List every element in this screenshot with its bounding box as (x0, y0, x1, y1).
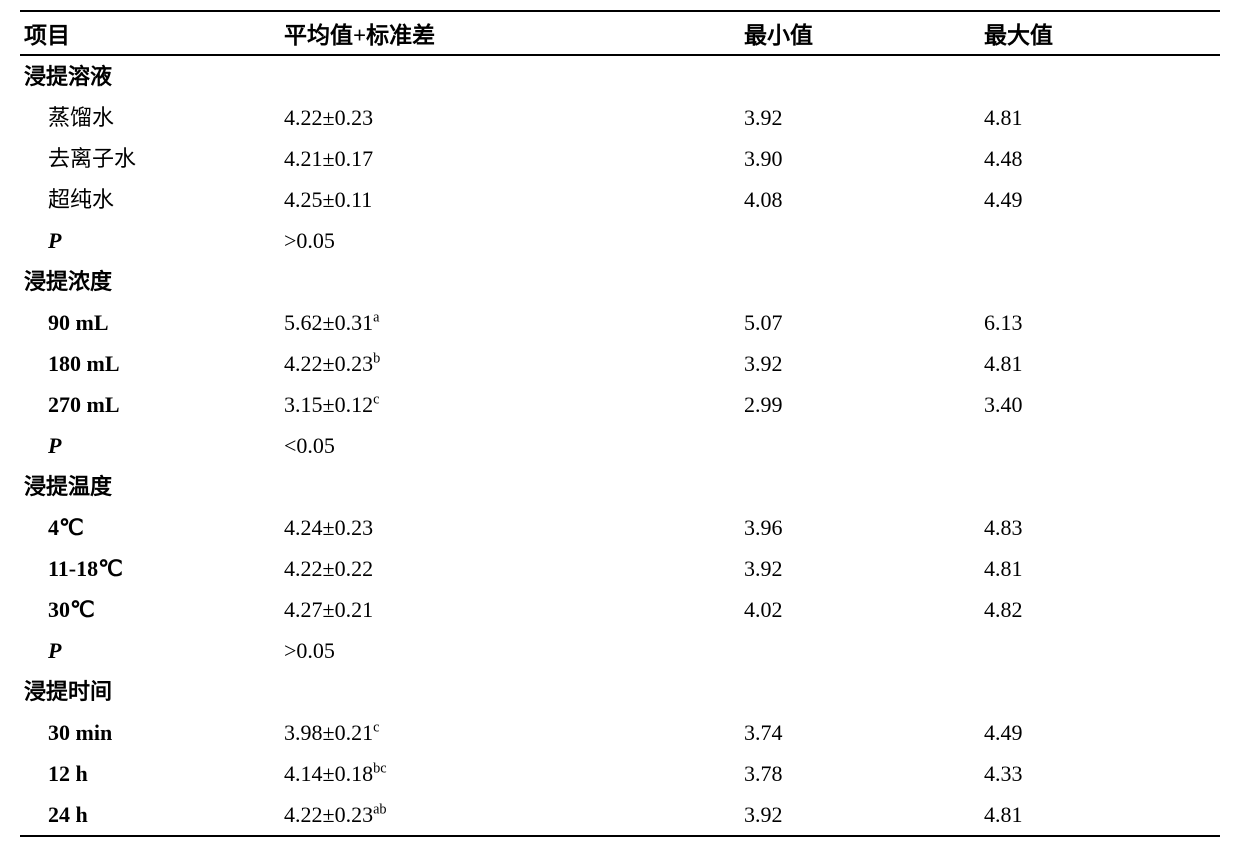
cell-max: 4.33 (980, 753, 1220, 794)
superscript: b (373, 351, 380, 367)
cell-min: 3.74 (740, 712, 980, 753)
table-row: 超纯水4.25±0.114.084.49 (20, 179, 1220, 220)
cell-min: 3.90 (740, 138, 980, 179)
section-title: 浸提时间 (20, 671, 280, 712)
section-title: 浸提温度 (20, 466, 280, 507)
table-row: 270 mL3.15±0.12c2.993.40 (20, 384, 1220, 425)
cell-mean-sd: 4.22±0.22 (280, 548, 740, 589)
superscript: ab (373, 802, 387, 818)
p-value: <0.05 (280, 425, 740, 466)
table-row: 90 mL5.62±0.31a5.076.13 (20, 302, 1220, 343)
table-row: 蒸馏水4.22±0.233.924.81 (20, 97, 1220, 138)
p-label: P (20, 630, 280, 671)
cell-mean-sd: 4.24±0.23 (280, 507, 740, 548)
data-table: 项目 平均值+标准差 最小值 最大值 浸提溶液蒸馏水4.22±0.233.924… (20, 10, 1220, 837)
cell-mean-sd: 3.15±0.12c (280, 384, 740, 425)
table-row: 去离子水4.21±0.173.904.48 (20, 138, 1220, 179)
p-label: P (20, 220, 280, 261)
p-label: P (20, 425, 280, 466)
cell-max: 4.81 (980, 97, 1220, 138)
cell-max: 4.81 (980, 343, 1220, 384)
row-label: 30℃ (20, 589, 280, 630)
table-row: 4℃4.24±0.233.964.83 (20, 507, 1220, 548)
header-item: 项目 (20, 11, 280, 55)
cell-min: 2.99 (740, 384, 980, 425)
row-label: 蒸馏水 (20, 97, 280, 138)
cell-min: 3.92 (740, 97, 980, 138)
header-min: 最小值 (740, 11, 980, 55)
cell-min: 4.08 (740, 179, 980, 220)
section-row: 浸提温度 (20, 466, 1220, 507)
cell-mean-sd: 5.62±0.31a (280, 302, 740, 343)
p-row: P>0.05 (20, 220, 1220, 261)
cell-max: 4.49 (980, 179, 1220, 220)
section-title: 浸提浓度 (20, 261, 280, 302)
section-row: 浸提浓度 (20, 261, 1220, 302)
header-row: 项目 平均值+标准差 最小值 最大值 (20, 11, 1220, 55)
table-body: 浸提溶液蒸馏水4.22±0.233.924.81去离子水4.21±0.173.9… (20, 55, 1220, 836)
cell-max: 6.13 (980, 302, 1220, 343)
table-row: 180 mL4.22±0.23b3.924.81 (20, 343, 1220, 384)
cell-max: 4.49 (980, 712, 1220, 753)
row-label: 11-18℃ (20, 548, 280, 589)
row-label: 4℃ (20, 507, 280, 548)
cell-max: 4.48 (980, 138, 1220, 179)
superscript: bc (373, 761, 387, 777)
section-title: 浸提溶液 (20, 55, 280, 97)
superscript: a (373, 310, 379, 326)
cell-min: 3.92 (740, 343, 980, 384)
cell-mean-sd: 3.98±0.21c (280, 712, 740, 753)
cell-min: 5.07 (740, 302, 980, 343)
row-label: 24 h (20, 794, 280, 836)
table-row: 12 h4.14±0.18bc3.784.33 (20, 753, 1220, 794)
cell-min: 3.92 (740, 548, 980, 589)
cell-min: 3.92 (740, 794, 980, 836)
row-label: 超纯水 (20, 179, 280, 220)
row-label: 270 mL (20, 384, 280, 425)
cell-min: 3.96 (740, 507, 980, 548)
cell-min: 4.02 (740, 589, 980, 630)
cell-mean-sd: 4.22±0.23 (280, 97, 740, 138)
table-row: 30℃4.27±0.214.024.82 (20, 589, 1220, 630)
table-row: 30 min3.98±0.21c3.744.49 (20, 712, 1220, 753)
superscript: c (373, 392, 379, 408)
p-value: >0.05 (280, 220, 740, 261)
section-row: 浸提溶液 (20, 55, 1220, 97)
row-label: 12 h (20, 753, 280, 794)
table-row: 11-18℃4.22±0.223.924.81 (20, 548, 1220, 589)
cell-max: 4.83 (980, 507, 1220, 548)
table-row: 24 h4.22±0.23ab3.924.81 (20, 794, 1220, 836)
header-max: 最大值 (980, 11, 1220, 55)
cell-mean-sd: 4.22±0.23b (280, 343, 740, 384)
p-value: >0.05 (280, 630, 740, 671)
row-label: 30 min (20, 712, 280, 753)
row-label: 180 mL (20, 343, 280, 384)
superscript: c (373, 720, 379, 736)
header-mean-sd: 平均值+标准差 (280, 11, 740, 55)
cell-mean-sd: 4.25±0.11 (280, 179, 740, 220)
cell-mean-sd: 4.22±0.23ab (280, 794, 740, 836)
cell-mean-sd: 4.27±0.21 (280, 589, 740, 630)
cell-max: 4.81 (980, 548, 1220, 589)
cell-max: 3.40 (980, 384, 1220, 425)
row-label: 去离子水 (20, 138, 280, 179)
cell-min: 3.78 (740, 753, 980, 794)
p-row: P>0.05 (20, 630, 1220, 671)
cell-max: 4.81 (980, 794, 1220, 836)
p-row: P<0.05 (20, 425, 1220, 466)
cell-mean-sd: 4.14±0.18bc (280, 753, 740, 794)
cell-mean-sd: 4.21±0.17 (280, 138, 740, 179)
cell-max: 4.82 (980, 589, 1220, 630)
section-row: 浸提时间 (20, 671, 1220, 712)
row-label: 90 mL (20, 302, 280, 343)
